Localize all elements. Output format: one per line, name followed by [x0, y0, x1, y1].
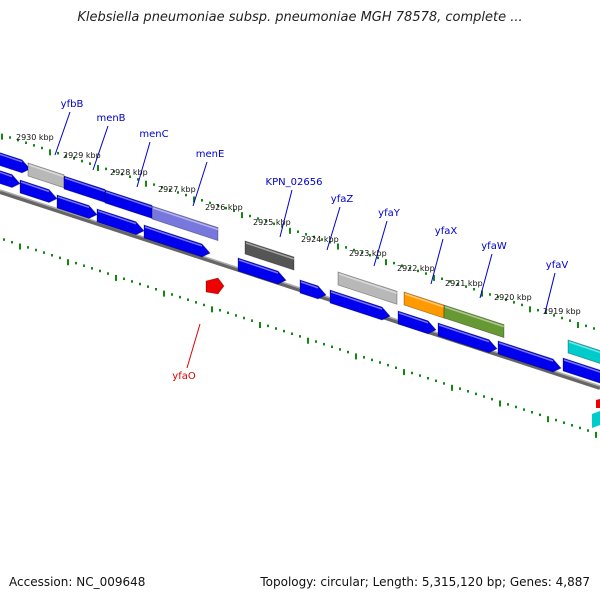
- leader-line: [430, 238, 444, 285]
- gene-label-yfaV[interactable]: yfaV: [546, 260, 569, 271]
- genome-stats-text: Topology: circular; Length: 5,315,120 bp…: [260, 575, 590, 589]
- leader-line: [136, 141, 151, 188]
- gene-label-menE[interactable]: menE: [196, 149, 225, 160]
- gene-yfaY-feature[interactable]: [337, 271, 398, 305]
- accession-text: Accession: NC_009648: [9, 575, 146, 589]
- leader-line: [186, 323, 201, 369]
- feature-labels: yfbB menB menC menE KPN_02656 yfaZ yfaY yfaX yfa…: [61, 99, 569, 382]
- ruler-label: 2928 kbp: [110, 168, 148, 177]
- gene-feature-r2-2[interactable]: [19, 179, 58, 203]
- ruler-label: 2919 kbp: [543, 307, 581, 316]
- gene-menE-feature[interactable]: [151, 205, 219, 242]
- gene-KPN_02656-feature[interactable]: [244, 240, 295, 271]
- gene-yfaW-feature[interactable]: [443, 304, 505, 339]
- gene-cyan-fragment[interactable]: [592, 411, 600, 428]
- ruler-labels: 2930 kbp 2929 kbp 2928 kbp 2927 kbp 2926 kbp…: [16, 133, 581, 316]
- gene-feature-r2-4[interactable]: [96, 208, 145, 236]
- leader-line: [373, 220, 388, 267]
- gene-yfbB-feature[interactable]: [0, 151, 31, 174]
- ruler-label: 2923 kbp: [349, 249, 387, 258]
- ruler-label: 2927 kbp: [158, 185, 196, 194]
- gene-feature-r2-1[interactable]: [0, 169, 21, 188]
- gene-label-yfaX[interactable]: yfaX: [435, 226, 458, 237]
- leader-line: [92, 125, 109, 171]
- gene-feature-r2-6[interactable]: [237, 257, 287, 285]
- ruler-label: 2925 kbp: [253, 218, 291, 227]
- gene-label-yfaO[interactable]: yfaO: [172, 371, 196, 382]
- gene-feature-r2-10[interactable]: [437, 322, 498, 354]
- gene-label-yfaZ[interactable]: yfaZ: [331, 194, 354, 205]
- gene-yfaZ-feature[interactable]: [299, 279, 327, 300]
- leader-line: [54, 111, 71, 156]
- ruler-label: 2920 kbp: [494, 293, 532, 302]
- ruler-label: 2930 kbp: [16, 133, 54, 142]
- gene-feature-r2-5[interactable]: [143, 224, 211, 258]
- leader-line: [326, 206, 341, 251]
- leader-line: [279, 189, 293, 238]
- gene-feature-r2-8[interactable]: [329, 289, 391, 321]
- label-leader-lines: [54, 111, 556, 369]
- feature-track: [0, 151, 600, 428]
- gene-yfaV-feature[interactable]: [567, 339, 600, 367]
- inner-tick-ring: [3, 238, 597, 438]
- gene-label-yfaY[interactable]: yfaY: [378, 208, 401, 219]
- gene-menB-feature[interactable]: [63, 175, 106, 203]
- gene-feature-r2-12[interactable]: [562, 357, 600, 384]
- gene-label-yfbB[interactable]: yfbB: [61, 99, 84, 110]
- outer-tick-ring: [1, 133, 595, 330]
- gene-feature-r2-11[interactable]: [497, 340, 562, 373]
- gene-label-KPN_02656[interactable]: KPN_02656: [266, 177, 323, 188]
- gene-yfaX-feature[interactable]: [403, 291, 445, 319]
- gene-feature-r2-9[interactable]: [397, 310, 437, 335]
- ruler-label: 2926 kbp: [205, 203, 243, 212]
- rna-fragment[interactable]: [596, 399, 600, 408]
- map-title: Klebsiella pneumoniae subsp. pneumoniae …: [77, 10, 523, 25]
- gene-label-menC[interactable]: menC: [139, 129, 168, 140]
- leader-line: [192, 161, 208, 207]
- gene-label-yfaW[interactable]: yfaW: [481, 241, 507, 252]
- ruler-label: 2921 kbp: [445, 279, 483, 288]
- gene-yfaO-feature[interactable]: [205, 277, 225, 295]
- gene-feature-r2-3[interactable]: [56, 194, 98, 219]
- leader-line: [479, 253, 493, 299]
- leader-line: [544, 272, 556, 314]
- ruler-label: 2922 kbp: [397, 264, 435, 273]
- ruler-label: 2924 kbp: [301, 235, 339, 244]
- gene-label-menB[interactable]: menB: [96, 113, 125, 124]
- ruler-label: 2929 kbp: [63, 151, 101, 160]
